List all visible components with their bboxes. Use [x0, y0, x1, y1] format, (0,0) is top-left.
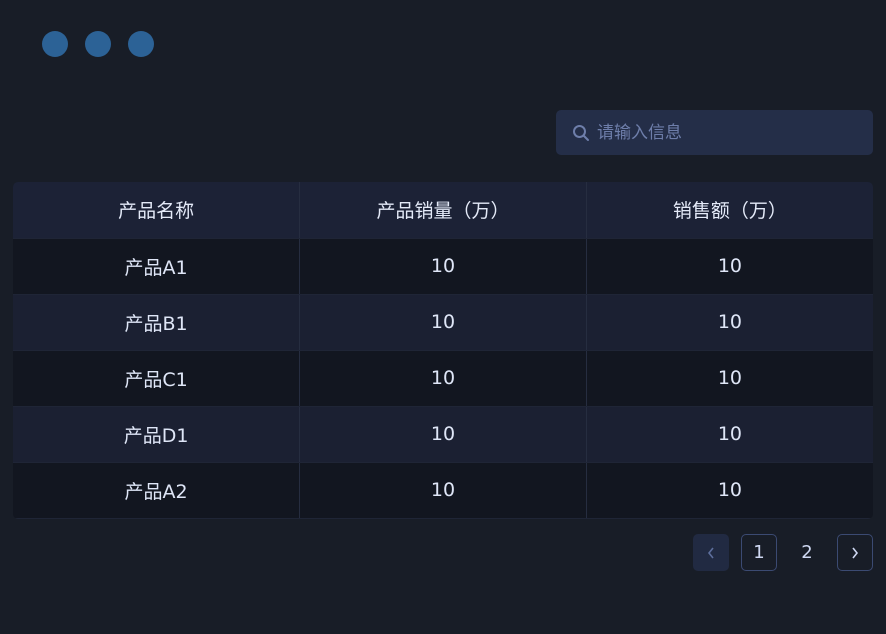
- cell-volume: 10: [299, 294, 587, 351]
- window-dot-2[interactable]: [85, 31, 111, 57]
- cell-revenue: 10: [586, 462, 873, 519]
- column-header-revenue[interactable]: 销售额（万）: [586, 182, 873, 239]
- table-row[interactable]: 产品D1 10 10: [13, 406, 873, 463]
- next-page-button[interactable]: [837, 534, 873, 571]
- product-table: 产品名称 产品销量（万） 销售额（万） 产品A1 10 10 产品B1 10 10 产品…: [13, 182, 873, 519]
- search-icon: [573, 124, 589, 141]
- search-input[interactable]: [597, 122, 857, 143]
- table-row[interactable]: 产品C1 10 10: [13, 350, 873, 407]
- column-header-volume[interactable]: 产品销量（万）: [299, 182, 587, 239]
- window-dot-3[interactable]: [128, 31, 154, 57]
- table-header-row: 产品名称 产品销量（万） 销售额（万）: [13, 182, 873, 239]
- table-row[interactable]: 产品B1 10 10: [13, 294, 873, 351]
- cell-name: 产品B1: [13, 294, 301, 351]
- cell-volume: 10: [299, 406, 587, 463]
- cell-revenue: 10: [586, 294, 873, 351]
- table-row[interactable]: 产品A2 10 10: [13, 462, 873, 519]
- chevron-right-icon: [852, 547, 859, 558]
- pagination: 1 2: [693, 534, 873, 571]
- cell-revenue: 10: [586, 406, 873, 463]
- table-row[interactable]: 产品A1 10 10: [13, 238, 873, 295]
- prev-page-button[interactable]: [693, 534, 729, 571]
- window-controls: [42, 31, 154, 57]
- cell-volume: 10: [299, 350, 587, 407]
- search-box[interactable]: [556, 110, 873, 155]
- cell-name: 产品A1: [13, 238, 301, 295]
- window-dot-1[interactable]: [42, 31, 68, 57]
- cell-name: 产品A2: [13, 462, 301, 519]
- column-header-name[interactable]: 产品名称: [13, 182, 301, 239]
- page-button-2[interactable]: 2: [801, 542, 813, 563]
- cell-volume: 10: [299, 462, 587, 519]
- cell-name: 产品D1: [13, 406, 301, 463]
- cell-revenue: 10: [586, 350, 873, 407]
- cell-name: 产品C1: [13, 350, 301, 407]
- page-button-1[interactable]: 1: [741, 534, 777, 571]
- cell-volume: 10: [299, 238, 587, 295]
- chevron-left-icon: [707, 547, 714, 558]
- cell-revenue: 10: [586, 238, 873, 295]
